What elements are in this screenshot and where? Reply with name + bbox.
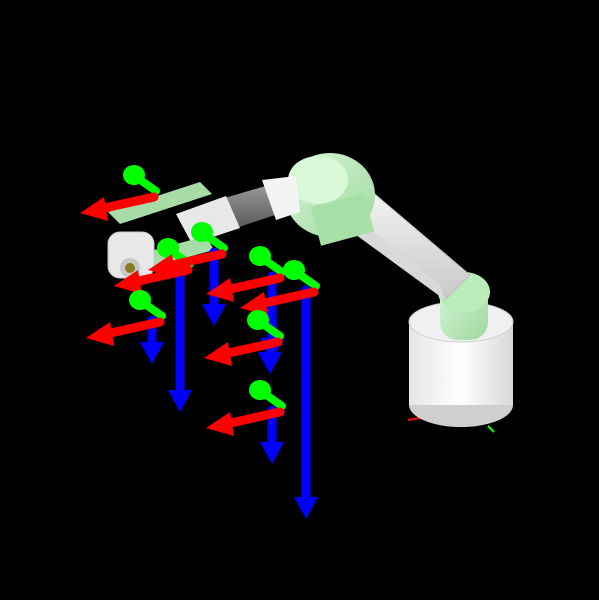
x-axis-arrowhead bbox=[86, 322, 114, 346]
x-axis-arrowhead bbox=[80, 197, 108, 221]
x-axis-arrowhead bbox=[240, 292, 268, 316]
z-axis-arrowhead bbox=[260, 442, 284, 464]
y-axis-arrowhead bbox=[157, 238, 179, 258]
wrist-flange bbox=[262, 176, 300, 220]
x-axis-arrow bbox=[219, 337, 283, 359]
base-y-axis bbox=[487, 425, 495, 433]
base-x-axis bbox=[407, 417, 421, 421]
x-axis-arrow bbox=[101, 317, 165, 339]
z-axis-arrowhead bbox=[168, 390, 192, 412]
y-axis-arrowhead bbox=[249, 246, 271, 266]
y-axis-arrowhead bbox=[191, 222, 213, 242]
y-axis-arrowhead bbox=[283, 260, 305, 280]
z-axis-arrowhead bbox=[140, 342, 164, 364]
y-axis-arrowhead bbox=[247, 310, 269, 330]
y-axis-arrowhead bbox=[129, 290, 151, 310]
z-axis-arrowhead bbox=[258, 352, 282, 374]
y-axis-arrowhead bbox=[249, 380, 271, 400]
x-axis-arrowhead bbox=[148, 254, 176, 278]
x-axis-arrow bbox=[163, 249, 227, 271]
z-axis-arrowhead bbox=[294, 497, 318, 519]
x-axis-arrowhead bbox=[206, 278, 234, 302]
x-axis-arrowhead bbox=[206, 412, 234, 436]
coordinate-frames bbox=[80, 165, 320, 519]
x-axis-arrowhead bbox=[114, 270, 142, 294]
elbow-joint bbox=[285, 153, 375, 246]
x-axis-arrow bbox=[221, 407, 285, 429]
z-axis-arrowhead bbox=[202, 304, 226, 326]
x-axis-arrow bbox=[255, 287, 319, 309]
x-axis-arrow bbox=[95, 192, 159, 214]
x-axis-arrow bbox=[129, 265, 193, 287]
y-axis-arrowhead bbox=[123, 165, 145, 185]
x-axis-arrowhead bbox=[204, 342, 232, 366]
x-axis-arrow bbox=[221, 273, 285, 295]
